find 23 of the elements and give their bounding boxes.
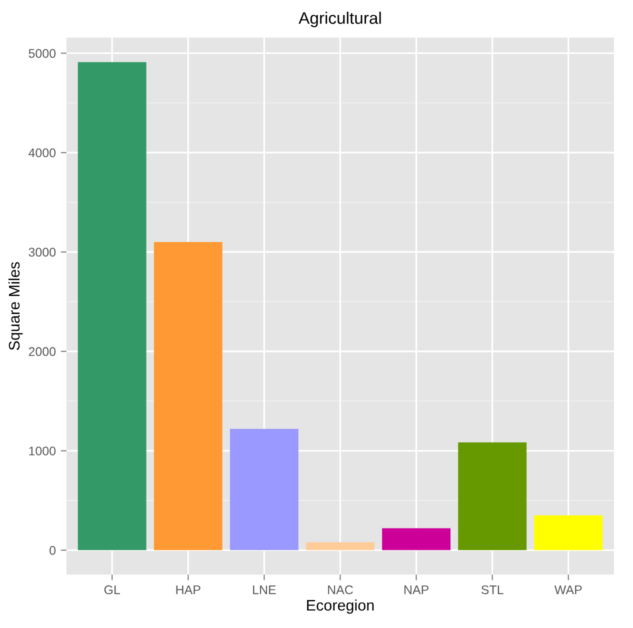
y-tick-label: 4000 <box>28 148 56 158</box>
bar <box>458 442 527 550</box>
bar <box>154 242 222 550</box>
y-axis-title: Square Miles <box>8 262 23 350</box>
bar <box>382 528 451 550</box>
y-tick-label: 2000 <box>28 347 56 356</box>
x-tick-label: GL <box>104 585 120 594</box>
x-tick-label: NAP <box>404 585 428 594</box>
x-tick-label: NAC <box>328 585 353 594</box>
y-tick-label: 3000 <box>28 248 56 257</box>
x-tick-label: STL <box>481 585 504 594</box>
y-tick-label: 5000 <box>28 48 56 58</box>
x-axis-title: Ecoregion <box>307 599 374 614</box>
x-tick-label: HAP <box>176 585 200 594</box>
x-tick-label: WAP <box>554 585 582 594</box>
bar <box>230 428 298 550</box>
x-tick-label: LNE <box>253 585 276 594</box>
bar <box>534 515 603 550</box>
y-tick-label: 1000 <box>29 446 56 456</box>
bar <box>306 542 374 550</box>
bar <box>78 62 146 550</box>
chart-title: Agricultural <box>298 12 381 28</box>
y-tick-label: 0 <box>50 546 56 555</box>
